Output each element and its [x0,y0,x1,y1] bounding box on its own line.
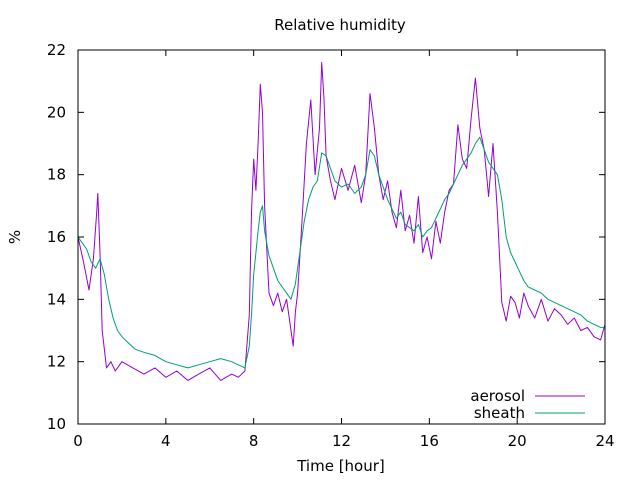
plot-background [78,50,605,424]
series-layer [77,62,606,381]
y-tick-label: 22 [47,41,66,59]
x-tick-label: 20 [508,432,527,450]
y-tick-label: 10 [47,415,66,433]
series-line-sheath [77,136,605,369]
chart-title: Relative humidity [274,16,406,34]
x-tick-label: 0 [73,432,83,450]
y-tick-label: 16 [47,228,66,246]
x-tick-label: 4 [161,432,171,450]
x-tick-label: 12 [332,432,351,450]
legend: aerosol sheath [470,387,585,422]
x-axis: 0 4 8 12 16 20 24 [73,50,615,450]
x-axis-label: Time [hour] [296,457,385,475]
series-line-aerosol [77,62,606,381]
legend-entry-sheath: sheath [474,404,585,422]
y-axis-label: % [6,230,24,244]
y-axis: 10 12 14 16 18 20 22 [47,41,605,433]
y-tick-label: 12 [47,353,66,371]
x-tick-label: 24 [595,432,614,450]
y-tick-label: 20 [47,103,66,121]
y-tick-label: 14 [47,290,66,308]
plot-area [77,49,606,425]
x-tick-label: 16 [420,432,439,450]
legend-entry-aerosol: aerosol [470,387,585,405]
y-tick-label: 18 [47,166,66,184]
legend-label-sheath: sheath [474,404,525,422]
x-tick-label: 8 [249,432,259,450]
legend-label-aerosol: aerosol [470,387,525,405]
